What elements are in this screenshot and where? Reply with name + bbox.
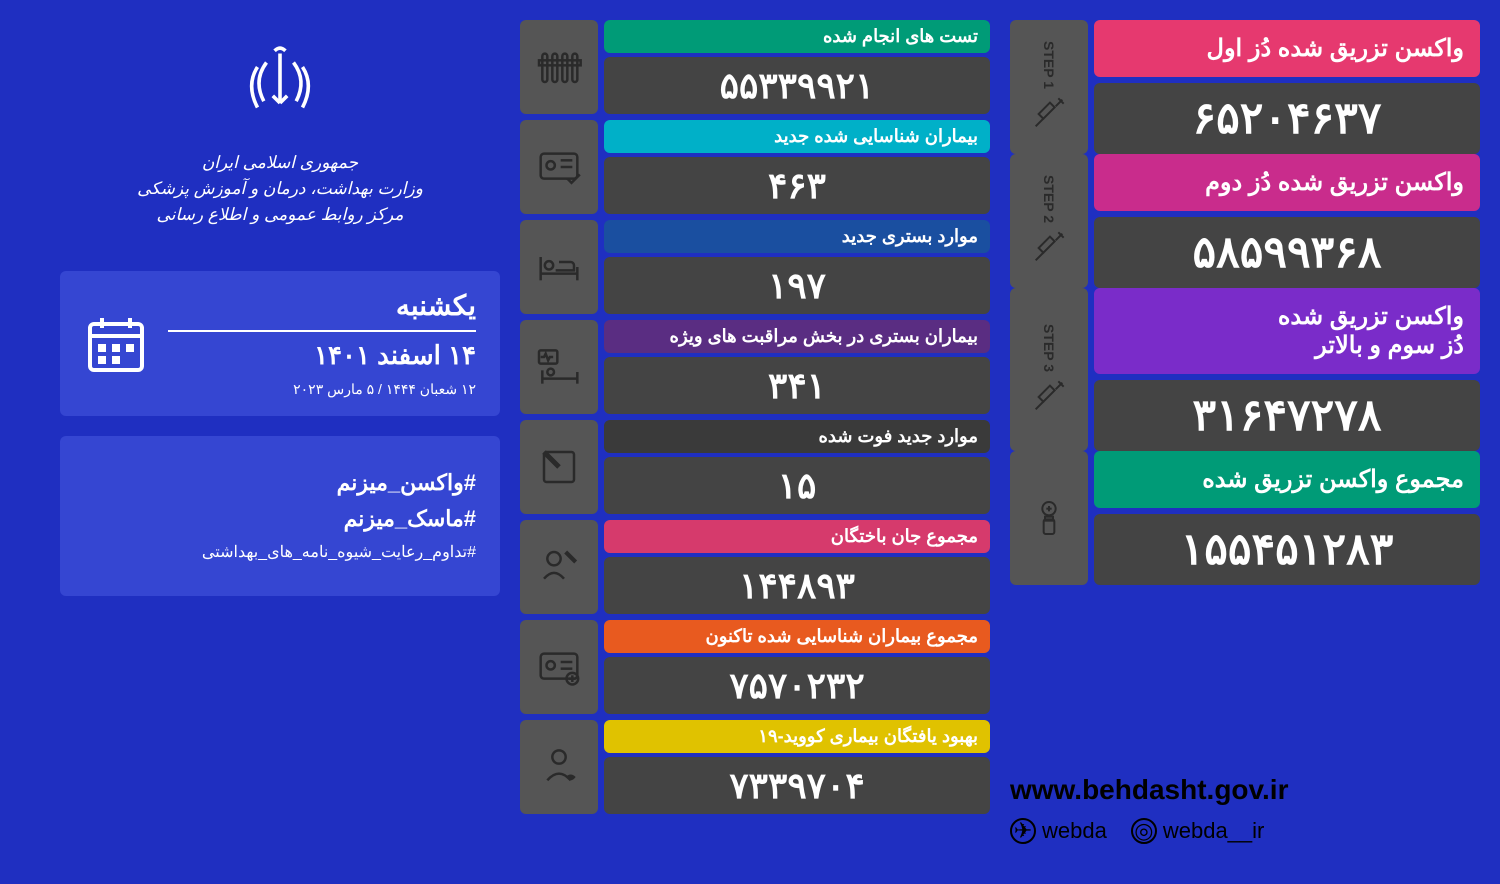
hashtag-panel: #واکسن_میزنم #ماسک_میزنم #تداوم_رعایت_شی… [60,436,500,596]
iran-emblem-icon [235,40,325,130]
vaccine-row: واکسن تزریق شده دُز اول ۶۵۲۰۴۶۳۷ STEP 1 [1010,20,1480,154]
hashtag-3: #تداوم_رعایت_شیوه_نامه_های_بهداشتی [84,542,476,562]
vaccine-value: ۵۸۵۹۹۳۶۸ [1094,217,1480,288]
calendar-icon [84,312,148,376]
org-line-1: جمهوری اسلامی ایران [60,153,500,173]
date-panel: یکشنبه ۱۴ اسفند ۱۴۰۱ ۱۲ شعبان ۱۴۴۴ / ۵ م… [60,271,500,416]
instagram-icon: ◎ [1131,818,1157,844]
vaccine-label: مجموع واکسن تزریق شده [1094,451,1480,508]
org-line-3: مرکز روابط عمومی و اطلاع رسانی [60,205,500,225]
ribbon2-icon [520,520,598,614]
date-persian: ۱۴ اسفند ۱۴۰۱ [168,340,476,371]
website-url[interactable]: www.behdasht.gov.ir [1010,774,1480,806]
vaccine-row: واکسن تزریق شدهدُز سوم و بالاتر ۳۱۶۴۷۲۷۸… [1010,288,1480,451]
syringe-icon [1010,451,1088,585]
bed-icon [520,220,598,314]
vaccine-value: ۱۵۵۴۵۱۲۸۳ [1094,514,1480,585]
stat-row: مجموع جان باختگان ۱۴۴۸۹۳ [520,520,990,614]
date-weekday: یکشنبه [168,289,476,322]
stat-row: بیماران بستری در بخش مراقبت های ویژه ۳۴۱ [520,320,990,414]
vaccine-column: واکسن تزریق شده دُز اول ۶۵۲۰۴۶۳۷ STEP 1 … [1010,20,1480,864]
info-column: جمهوری اسلامی ایران وزارت بهداشت، درمان … [60,20,500,864]
stat-value: ۷۳۳۹۷۰۴ [604,757,990,814]
vaccine-row: واکسن تزریق شده دُز دوم ۵۸۵۹۹۳۶۸ STEP 2 [1010,154,1480,288]
hashtag-1: #واکسن_میزنم [84,470,476,496]
stat-label: موارد بستری جدید [604,220,990,253]
stat-row: بهبود یافتگان بیماری کووید-۱۹ ۷۳۳۹۷۰۴ [520,720,990,814]
stat-row: تست های انجام شده ۵۵۳۳۹۹۲۱ [520,20,990,114]
vaccine-row: مجموع واکسن تزریق شده ۱۵۵۴۵۱۲۸۳ [1010,451,1480,585]
stat-label: بیماران بستری در بخش مراقبت های ویژه [604,320,990,353]
stats-column: تست های انجام شده ۵۵۳۳۹۹۲۱ بیماران شناسا… [520,20,990,864]
syringe-icon: STEP 3 [1010,288,1088,451]
stat-value: ۵۵۳۳۹۹۲۱ [604,57,990,114]
stat-value: ۱۹۷ [604,257,990,314]
stat-label: تست های انجام شده [604,20,990,53]
recover-icon [520,720,598,814]
hashtag-2: #ماسک_میزنم [84,506,476,532]
syringe-icon: STEP 2 [1010,154,1088,288]
stat-value: ۳۴۱ [604,357,990,414]
tests-icon [520,20,598,114]
stat-row: موارد جدید فوت شده ۱۵ [520,420,990,514]
org-header: جمهوری اسلامی ایران وزارت بهداشت، درمان … [60,20,500,251]
footer: www.behdasht.gov.ir ✈webda ◎webda__ir [1010,754,1480,864]
stat-row: بیماران شناسایی شده جدید ۴۶۳ [520,120,990,214]
stat-label: مجموع جان باختگان [604,520,990,553]
stat-row: مجموع بیماران شناسایی شده تاکنون ۷۵۷۰۲۳۲ [520,620,990,714]
stat-label: موارد جدید فوت شده [604,420,990,453]
stat-value: ۱۴۴۸۹۳ [604,557,990,614]
icu-icon [520,320,598,414]
ribbon-icon [520,420,598,514]
stat-label: بیماران شناسایی شده جدید [604,120,990,153]
stat-label: بهبود یافتگان بیماری کووید-۱۹ [604,720,990,753]
syringe-icon: STEP 1 [1010,20,1088,154]
telegram-icon: ✈ [1010,818,1036,844]
stat-value: ۷۵۷۰۲۳۲ [604,657,990,714]
vaccine-label: واکسن تزریق شده دُز دوم [1094,154,1480,211]
date-secondary: ۱۲ شعبان ۱۴۴۴ / ۵ مارس ۲۰۲۳ [168,381,476,398]
vaccine-value: ۶۵۲۰۴۶۳۷ [1094,83,1480,154]
id-icon [520,120,598,214]
idplus-icon [520,620,598,714]
stat-label: مجموع بیماران شناسایی شده تاکنون [604,620,990,653]
stat-value: ۴۶۳ [604,157,990,214]
instagram-handle[interactable]: ◎webda__ir [1131,818,1265,844]
telegram-handle[interactable]: ✈webda [1010,818,1107,844]
stat-row: موارد بستری جدید ۱۹۷ [520,220,990,314]
vaccine-value: ۳۱۶۴۷۲۷۸ [1094,380,1480,451]
vaccine-label: واکسن تزریق شده دُز اول [1094,20,1480,77]
vaccine-label: واکسن تزریق شدهدُز سوم و بالاتر [1094,288,1480,374]
stat-value: ۱۵ [604,457,990,514]
org-line-2: وزارت بهداشت، درمان و آموزش پزشکی [60,179,500,199]
